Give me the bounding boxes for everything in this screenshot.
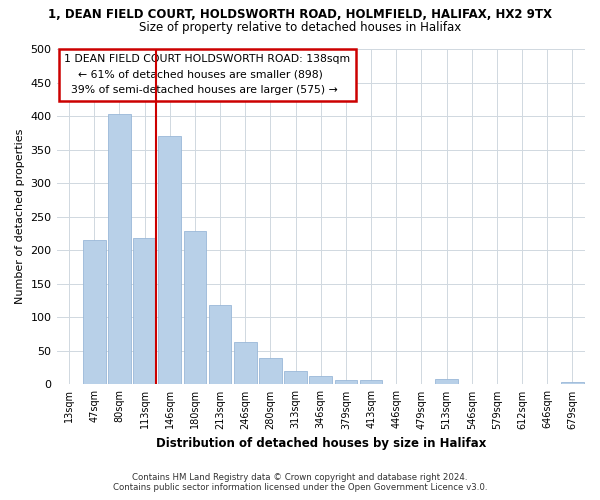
- Text: Size of property relative to detached houses in Halifax: Size of property relative to detached ho…: [139, 21, 461, 34]
- Bar: [561, 382, 584, 384]
- Bar: [310, 376, 332, 384]
- Bar: [360, 380, 382, 384]
- Bar: [284, 371, 307, 384]
- Bar: [184, 231, 206, 384]
- Bar: [83, 240, 106, 384]
- Bar: [108, 114, 131, 384]
- Text: Contains HM Land Registry data © Crown copyright and database right 2024.
Contai: Contains HM Land Registry data © Crown c…: [113, 473, 487, 492]
- Bar: [335, 380, 357, 384]
- Text: 1, DEAN FIELD COURT, HOLDSWORTH ROAD, HOLMFIELD, HALIFAX, HX2 9TX: 1, DEAN FIELD COURT, HOLDSWORTH ROAD, HO…: [48, 8, 552, 20]
- Text: 1 DEAN FIELD COURT HOLDSWORTH ROAD: 138sqm
    ← 61% of detached houses are smal: 1 DEAN FIELD COURT HOLDSWORTH ROAD: 138s…: [64, 54, 350, 95]
- X-axis label: Distribution of detached houses by size in Halifax: Distribution of detached houses by size …: [155, 437, 486, 450]
- Bar: [234, 342, 257, 384]
- Bar: [435, 379, 458, 384]
- Y-axis label: Number of detached properties: Number of detached properties: [15, 129, 25, 304]
- Bar: [259, 358, 282, 384]
- Bar: [133, 238, 156, 384]
- Bar: [209, 304, 232, 384]
- Bar: [158, 136, 181, 384]
